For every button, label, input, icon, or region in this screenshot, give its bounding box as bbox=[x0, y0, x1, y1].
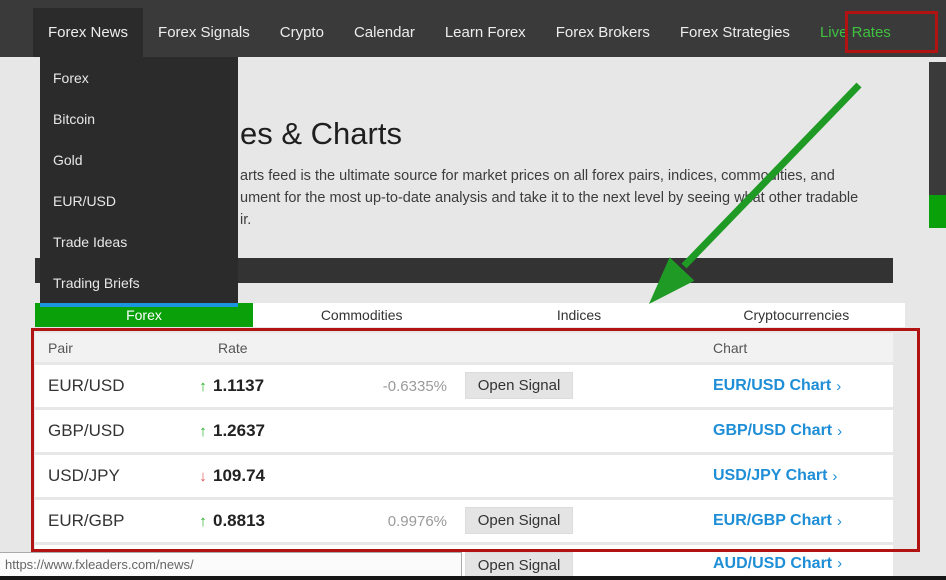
table-row: USD/JPY ↓ 109.74 USD/JPY Chart › bbox=[35, 455, 893, 497]
chevron-right-icon: › bbox=[832, 467, 838, 485]
menu-item-trading-briefs[interactable]: Trading Briefs bbox=[53, 274, 140, 291]
intro-line-3: ir. bbox=[240, 212, 252, 228]
column-header-chart: Chart bbox=[713, 339, 748, 356]
rate-change-percent bbox=[355, 455, 447, 497]
column-header-pair: Pair bbox=[48, 339, 73, 356]
chevron-right-icon: › bbox=[837, 555, 843, 572]
pair-label: EUR/GBP bbox=[48, 511, 125, 530]
rate-value: 109.74 bbox=[213, 466, 265, 485]
chart-link-label: EUR/USD Chart bbox=[713, 377, 832, 394]
menu-item-bitcoin[interactable]: Bitcoin bbox=[53, 110, 96, 127]
nav-item-live-rates[interactable]: Live Rates bbox=[819, 24, 891, 41]
tab-forex[interactable]: Forex bbox=[35, 303, 253, 327]
status-url: https://www.fxleaders.com/news/ bbox=[5, 557, 194, 572]
chart-link[interactable]: EUR/USD Chart › bbox=[713, 365, 841, 407]
table-row: EUR/USD ↑ 1.1137 -0.6335% Open Signal EU… bbox=[35, 365, 893, 407]
tab-cryptocurrencies[interactable]: Cryptocurrencies bbox=[743, 307, 850, 323]
browser-status-bar: https://www.fxleaders.com/news/ bbox=[0, 552, 462, 576]
page-title: es & Charts bbox=[240, 116, 402, 151]
chart-link[interactable]: GBP/USD Chart › bbox=[713, 410, 842, 452]
chevron-right-icon: › bbox=[836, 512, 842, 530]
nav-item-learn-forex[interactable]: Learn Forex bbox=[444, 24, 526, 41]
nav-item-forex-strategies[interactable]: Forex Strategies bbox=[679, 24, 790, 41]
rate-value: 1.1137 bbox=[213, 376, 265, 395]
open-signal-button[interactable]: Open Signal bbox=[465, 372, 573, 399]
chart-link-label: EUR/GBP Chart bbox=[713, 512, 832, 529]
chevron-right-icon: › bbox=[837, 422, 843, 440]
rate-up-arrow-icon: ↑ bbox=[199, 422, 207, 440]
intro-line-1: arts feed is the ultimate source for mar… bbox=[240, 168, 835, 184]
tab-indices[interactable]: Indices bbox=[556, 307, 602, 323]
nav-item-forex-brokers[interactable]: Forex Brokers bbox=[555, 24, 650, 41]
tab-commodities[interactable]: Commodities bbox=[320, 307, 403, 323]
rate-change-percent: -0.6335% bbox=[382, 377, 447, 395]
pair-label: GBP/USD bbox=[48, 421, 125, 440]
chart-link[interactable]: AUD/USD Chart › bbox=[713, 545, 842, 580]
nav-item-calendar[interactable]: Calendar bbox=[353, 24, 415, 41]
chart-link[interactable]: USD/JPY Chart › bbox=[713, 455, 837, 497]
intro-paragraph: arts feed is the ultimate source for mar… bbox=[240, 165, 920, 231]
table-row: GBP/USD ↑ 1.2637 GBP/USD Chart › bbox=[35, 410, 893, 452]
nav-item-forex-news[interactable]: Forex News bbox=[33, 8, 144, 57]
pair-label: EUR/USD bbox=[48, 376, 125, 395]
rate-up-arrow-icon: ↑ bbox=[199, 377, 207, 395]
right-edge-green-panel bbox=[929, 195, 946, 228]
right-edge-dark-panel bbox=[929, 62, 946, 195]
chart-link-label: AUD/USD Chart bbox=[713, 554, 833, 572]
table-row: EUR/GBP ↑ 0.8813 0.9976% Open Signal EUR… bbox=[35, 500, 893, 542]
table-header-row: Pair Rate Chart bbox=[35, 333, 893, 362]
nav-item-crypto[interactable]: Crypto bbox=[279, 24, 324, 41]
live-rates-table: Pair Rate Chart EUR/USD ↑ 1.1137 -0.6335… bbox=[35, 333, 893, 580]
rate-value: 1.2637 bbox=[213, 421, 265, 440]
column-header-rate: Rate bbox=[218, 339, 248, 356]
bottom-taskbar-edge bbox=[0, 576, 946, 580]
menu-item-trade-ideas[interactable]: Trade Ideas bbox=[53, 233, 128, 250]
menu-item-eurusd[interactable]: EUR/USD bbox=[53, 192, 117, 209]
menu-item-forex[interactable]: Forex bbox=[53, 69, 89, 86]
top-navbar: Forex News Forex Signals Crypto Calendar… bbox=[0, 0, 946, 57]
rate-up-arrow-icon: ↑ bbox=[199, 512, 207, 530]
forex-news-dropdown-menu: Forex Bitcoin Gold EUR/USD Trade Ideas T… bbox=[40, 57, 238, 307]
open-signal-button[interactable]: Open Signal bbox=[465, 552, 573, 579]
rate-change-percent: 0.9976% bbox=[387, 512, 447, 530]
instrument-tabs: Forex Commodities Indices Cryptocurrenci… bbox=[35, 303, 905, 327]
rate-value: 0.8813 bbox=[213, 511, 265, 530]
chevron-right-icon: › bbox=[836, 377, 842, 395]
chart-link-label: USD/JPY Chart bbox=[713, 467, 828, 484]
open-signal-button[interactable]: Open Signal bbox=[465, 507, 573, 534]
rate-change-percent bbox=[355, 410, 447, 452]
nav-item-forex-signals[interactable]: Forex Signals bbox=[158, 24, 250, 41]
rate-down-arrow-icon: ↓ bbox=[199, 467, 207, 485]
intro-line-2: ument for the most up-to-date analysis a… bbox=[240, 190, 859, 206]
pair-label: USD/JPY bbox=[48, 466, 120, 485]
chart-link-label: GBP/USD Chart bbox=[713, 422, 833, 439]
chart-link[interactable]: EUR/GBP Chart › bbox=[713, 500, 842, 542]
menu-item-gold[interactable]: Gold bbox=[53, 151, 83, 168]
